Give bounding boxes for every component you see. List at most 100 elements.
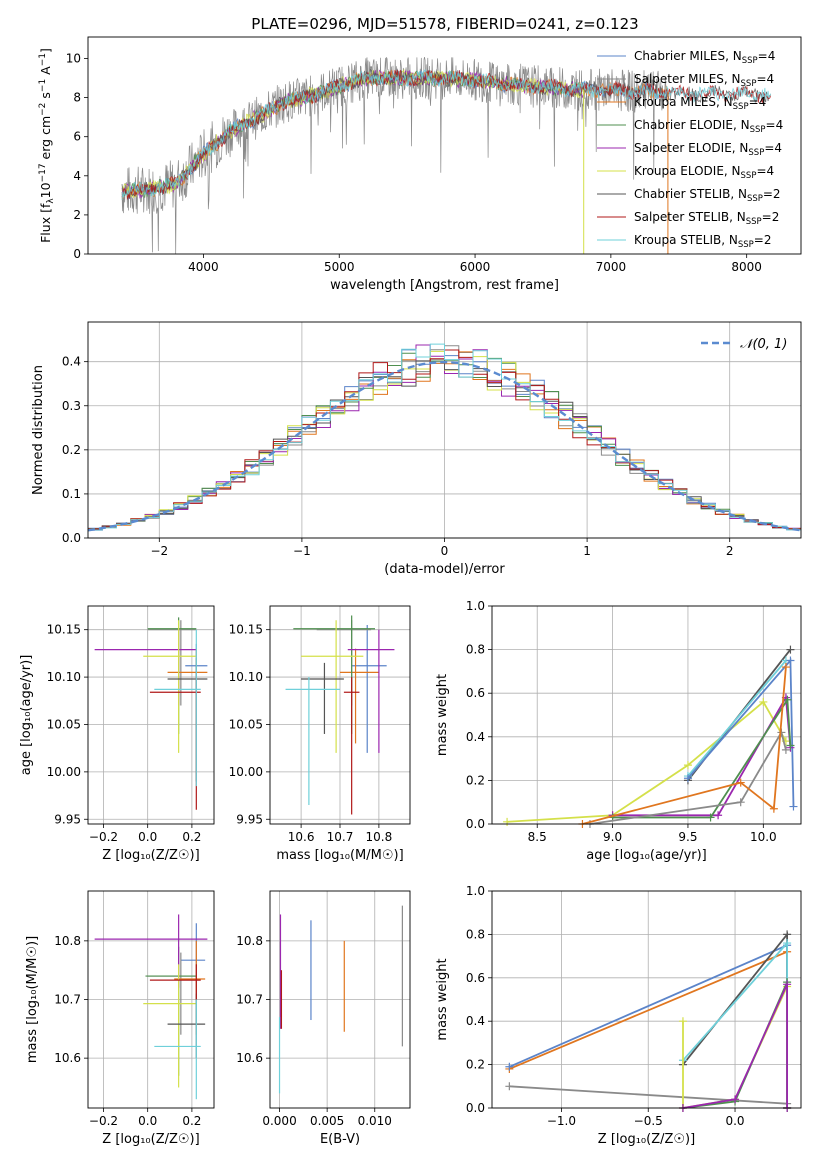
x-tick-label: 0 xyxy=(441,544,449,558)
series-marker xyxy=(736,798,745,807)
y-tick-label: 9.95 xyxy=(54,812,81,826)
y-tick-label: 0 xyxy=(73,247,81,261)
y-axis-label: age [log₁₀(age/yr)] xyxy=(19,655,34,776)
legend-sub: SSP xyxy=(750,125,766,135)
x-tick-label: −0.2 xyxy=(89,1114,118,1128)
x-tick-label: 9.5 xyxy=(678,830,697,844)
legend-label: 𝒩(0, 1) xyxy=(740,337,787,352)
y-tick-label: 0.6 xyxy=(466,971,485,985)
legend-label: Kroupa ELODIE, NSSP=4 xyxy=(634,164,774,181)
x-tick-label: 10.0 xyxy=(750,830,777,844)
series-line xyxy=(507,700,787,823)
y-tick-label: 1.0 xyxy=(466,599,485,613)
series-marker xyxy=(783,930,792,939)
legend-value: =2 xyxy=(754,233,772,247)
mass-weight-vs-age-panel: 8.5 9.0 9.5 10.0 0.0 0.2 0.4 0.6 0.8 1.0 age [log₁… xyxy=(435,599,802,863)
legend-sub: SSP xyxy=(742,56,758,66)
series-marker xyxy=(783,980,792,989)
y-axis-label: Flux [fλ10−17 erg cm−2 s−1 A−1] xyxy=(38,48,56,243)
x-tick-label: 10.7 xyxy=(327,830,354,844)
x-tick-label: 5000 xyxy=(324,260,355,274)
series-marker xyxy=(759,697,768,706)
y-tick-label: 10 xyxy=(66,52,81,66)
y-tick-label: 0.0 xyxy=(466,817,485,831)
x-axis-label: age [log₁₀(age/yr)] xyxy=(586,848,707,863)
legend-label: Kroupa MILES, NSSP=4 xyxy=(634,95,766,112)
y-tick-label: 0.4 xyxy=(466,1014,485,1028)
x-tick-label: 0.0 xyxy=(138,1114,157,1128)
legend-label: Salpeter STELIB, NSSP=2 xyxy=(634,210,779,227)
series-line xyxy=(687,659,787,777)
y-tick-label: 10.10 xyxy=(47,670,81,684)
series-marker xyxy=(731,1095,740,1104)
series-marker xyxy=(505,1082,514,1091)
x-tick-label: −0.5 xyxy=(634,1114,663,1128)
legend-sub: SSP xyxy=(738,240,754,250)
legend-name: Kroupa ELODIE, N xyxy=(634,164,741,178)
y-tick-label: 10.10 xyxy=(229,670,263,684)
y-axis-label: mass weight xyxy=(435,958,450,1040)
legend-sub: SSP xyxy=(741,171,757,181)
y-tick-label: 10.05 xyxy=(47,717,81,731)
x-tick-label: 0.005 xyxy=(310,1114,344,1128)
x-tick-label: −1 xyxy=(293,544,311,558)
axes-frame xyxy=(87,605,215,825)
legend-label: Kroupa STELIB, NSSP=2 xyxy=(634,233,772,250)
y-tick-label: 0.4 xyxy=(62,355,81,369)
series-line xyxy=(589,730,787,825)
series-marker xyxy=(503,817,512,826)
y-tick-label: 2 xyxy=(73,208,81,222)
y-axis-label-part: −2 xyxy=(38,103,48,116)
y-tick-label: 9.95 xyxy=(236,812,263,826)
age-vs-mass-panel: 10.6 10.7 10.8 9.95 10.00 10.05 10.10 10.15 mass… xyxy=(229,605,411,863)
y-tick-label: 0.3 xyxy=(62,399,81,413)
legend-label: Salpeter ELODIE, NSSP=4 xyxy=(634,141,782,158)
y-axis-label-part: λ xyxy=(46,198,56,204)
model-spectrum xyxy=(121,69,771,200)
y-tick-label: 6 xyxy=(73,130,81,144)
y-tick-label: 0.8 xyxy=(466,927,485,941)
y-axis-label-part: −1 xyxy=(38,53,48,66)
axes-frame xyxy=(269,605,411,825)
x-tick-label: 2 xyxy=(726,544,734,558)
x-tick-label: −2 xyxy=(150,544,168,558)
legend-value: =4 xyxy=(756,72,774,86)
y-tick-label: 10.8 xyxy=(54,934,81,948)
x-axis-label: Z [log₁₀(Z/Z☉)] xyxy=(598,1132,695,1147)
axes-frame xyxy=(491,605,802,825)
y-axis-label-part: 10 xyxy=(38,182,53,198)
spectrum-panel: 4000 5000 6000 7000 8000 0 2 4 6 8 10 wavelength [A… xyxy=(38,36,802,293)
x-tick-label: −0.2 xyxy=(89,830,118,844)
x-tick-label: 0.0 xyxy=(138,830,157,844)
series-marker xyxy=(683,774,692,783)
x-axis-label: (data-model)/error xyxy=(384,562,505,577)
legend-label: Salpeter MILES, NSSP=4 xyxy=(634,72,774,89)
series-marker xyxy=(683,761,692,770)
series-line xyxy=(682,983,788,1109)
legend-value: =4 xyxy=(758,49,776,63)
legend-value: =2 xyxy=(763,187,781,201)
series-line xyxy=(509,1085,788,1105)
legend-label: Chabrier STELIB, NSSP=2 xyxy=(634,187,781,204)
legend-name: Chabrier ELODIE, N xyxy=(634,118,750,132)
x-tick-label: 4000 xyxy=(188,260,219,274)
y-tick-label: 0.2 xyxy=(466,1058,485,1072)
series-marker xyxy=(781,663,790,672)
y-tick-label: 10.6 xyxy=(236,1051,263,1065)
y-tick-label: 0.4 xyxy=(466,730,485,744)
legend-name: Salpeter MILES, N xyxy=(634,72,741,86)
legend-value: =4 xyxy=(766,118,784,132)
legend-name: Kroupa STELIB, N xyxy=(634,233,738,247)
series-marker xyxy=(783,939,792,948)
y-axis-label: mass [log₁₀(M/M☉)] xyxy=(25,936,40,1063)
series-marker xyxy=(789,802,798,811)
series-marker xyxy=(786,656,795,665)
series-marker xyxy=(706,813,715,822)
series-marker xyxy=(781,745,790,754)
legend-name: Chabrier MILES, N xyxy=(634,49,742,63)
y-axis-label-part: −1 xyxy=(38,79,48,92)
series-marker xyxy=(714,811,723,820)
legend-sub: SSP xyxy=(748,148,764,158)
series-line xyxy=(612,696,792,819)
y-tick-label: 10.05 xyxy=(229,717,263,731)
